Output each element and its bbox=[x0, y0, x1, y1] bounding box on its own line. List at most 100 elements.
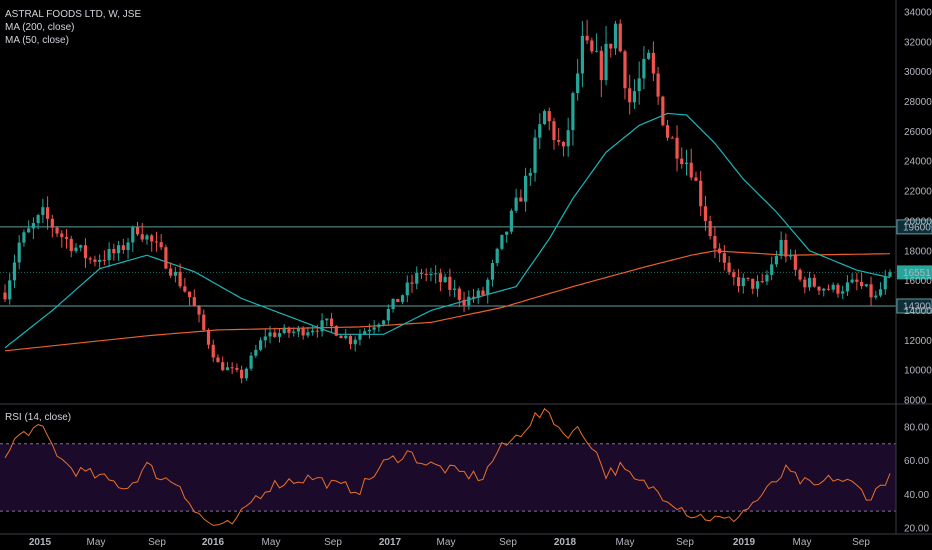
candle-body bbox=[27, 228, 31, 233]
candle-body bbox=[651, 52, 655, 74]
candle-body bbox=[831, 284, 835, 290]
candle-body bbox=[311, 330, 315, 333]
price-tick-label: 12000 bbox=[904, 336, 932, 347]
candle-body bbox=[528, 172, 532, 176]
candle-body bbox=[864, 284, 868, 287]
candle-body bbox=[789, 255, 793, 257]
candle-body bbox=[807, 277, 812, 288]
candle-body bbox=[770, 264, 774, 275]
candle-body bbox=[17, 242, 21, 263]
rsi-legend: RSI (14, close) bbox=[5, 411, 71, 424]
rsi-tick-label: 80.00 bbox=[904, 422, 929, 433]
candle-body bbox=[377, 324, 381, 328]
ma50-line bbox=[4, 112, 891, 349]
candle-body bbox=[244, 368, 248, 379]
price-tick-label: 16000 bbox=[904, 276, 932, 287]
candle-body bbox=[718, 248, 722, 254]
candle-body bbox=[339, 335, 343, 339]
candle-body bbox=[424, 273, 428, 275]
candle-body bbox=[126, 242, 130, 250]
candle-body bbox=[755, 281, 760, 289]
candle-body bbox=[594, 50, 599, 52]
main-legend: ASTRAL FOODS LTD, W, JSE MA (200, close)… bbox=[5, 8, 141, 47]
candle-body bbox=[382, 320, 386, 325]
candle-body bbox=[287, 327, 291, 333]
candle-body bbox=[372, 327, 376, 330]
candle-body bbox=[741, 277, 745, 287]
candle-body bbox=[325, 318, 329, 321]
candle-body bbox=[363, 331, 367, 335]
candle-body bbox=[613, 23, 618, 49]
rsi-pane: 20.00 40.00 60.00 80.00 bbox=[0, 407, 929, 534]
candle-body bbox=[580, 35, 584, 74]
candle-body bbox=[803, 279, 807, 288]
price-tick-label: 30000 bbox=[904, 67, 932, 78]
price-tick-label: 24000 bbox=[904, 157, 932, 168]
candle-body bbox=[670, 137, 674, 139]
level-label: 19600 bbox=[903, 222, 931, 233]
candle-body bbox=[590, 40, 594, 52]
candle-body bbox=[746, 277, 750, 279]
candle-body bbox=[121, 245, 125, 250]
candle-body bbox=[306, 332, 310, 336]
candle-body bbox=[216, 357, 220, 363]
candle-body bbox=[415, 272, 419, 284]
candle-body bbox=[689, 162, 693, 178]
time-tick-label: 2018 bbox=[554, 537, 577, 548]
candle-body bbox=[836, 284, 840, 294]
candle-body bbox=[263, 336, 267, 341]
time-tick-label: Sep bbox=[148, 537, 166, 548]
candle-body bbox=[514, 197, 518, 211]
candle-body bbox=[429, 274, 433, 276]
candle-body bbox=[495, 248, 499, 264]
candle-body bbox=[159, 242, 163, 248]
candle-body bbox=[79, 245, 83, 248]
candle-body bbox=[713, 235, 717, 249]
last-price-label: 16551 bbox=[903, 268, 931, 279]
candle-body bbox=[680, 158, 684, 165]
candle-body bbox=[249, 355, 253, 369]
candle-body bbox=[334, 326, 338, 336]
candle-body bbox=[273, 332, 277, 337]
candle-body bbox=[576, 73, 580, 94]
time-tick-label: Sep bbox=[324, 537, 342, 548]
candle-body bbox=[751, 278, 755, 289]
candle-body bbox=[519, 197, 523, 202]
candle-body bbox=[732, 272, 736, 278]
candle-body bbox=[277, 333, 282, 337]
candle-body bbox=[135, 226, 140, 235]
candle-body bbox=[107, 248, 111, 261]
candle-body bbox=[3, 292, 7, 300]
price-tick-label: 34000 bbox=[904, 7, 932, 18]
candle-body bbox=[386, 309, 390, 321]
candle-body bbox=[192, 297, 196, 307]
candle-body bbox=[457, 288, 461, 300]
rsi-tick-label: 40.00 bbox=[904, 490, 929, 501]
candle-body bbox=[400, 295, 405, 303]
candle-body bbox=[552, 121, 556, 141]
time-tick-label: Sep bbox=[499, 537, 517, 548]
time-tick-label: Sep bbox=[852, 537, 870, 548]
candle-body bbox=[784, 239, 788, 257]
rsi-band bbox=[0, 443, 896, 512]
price-tick-label: 14000 bbox=[904, 306, 932, 317]
candle-body bbox=[798, 269, 802, 280]
candle-body bbox=[599, 50, 603, 81]
candle-body bbox=[315, 330, 319, 332]
candle-body bbox=[348, 335, 353, 345]
candle-body bbox=[211, 344, 215, 358]
candle-body bbox=[230, 367, 234, 369]
candle-body bbox=[727, 262, 731, 273]
candle-body bbox=[102, 259, 106, 261]
candle-body bbox=[112, 248, 116, 254]
candle-body bbox=[571, 93, 575, 131]
level-label-box bbox=[896, 219, 932, 235]
candle-body bbox=[419, 272, 424, 274]
candle-body bbox=[765, 274, 769, 282]
candle-body bbox=[405, 282, 409, 296]
candle-body bbox=[505, 231, 509, 235]
candle-body bbox=[45, 207, 50, 219]
ma50-legend: MA (50, close) bbox=[5, 35, 69, 46]
price-tick-label: 18000 bbox=[904, 246, 932, 257]
